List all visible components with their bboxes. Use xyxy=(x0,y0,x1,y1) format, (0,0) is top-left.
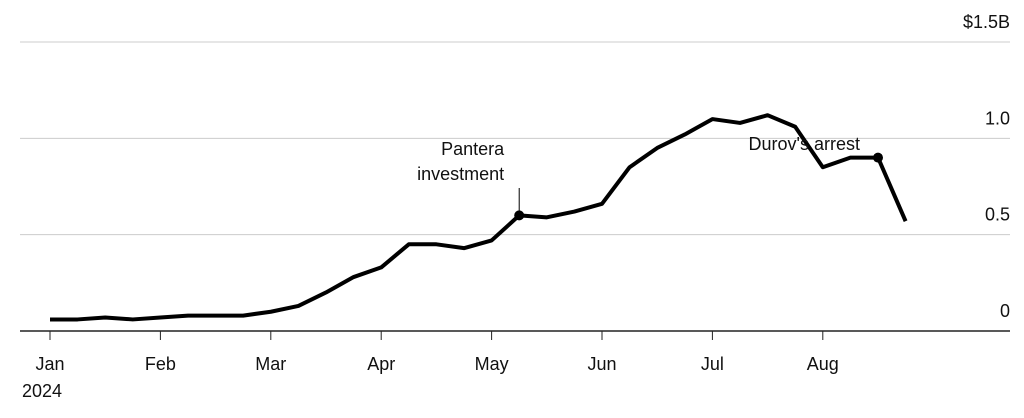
y-tick-label: 1.0 xyxy=(985,108,1010,128)
x-tick-label: Jan xyxy=(35,354,64,374)
x-tick-label: Jun xyxy=(587,354,616,374)
annotation-text: investment xyxy=(417,164,504,184)
annotation-text: Durov's arrest xyxy=(749,134,860,154)
x-tick-label: May xyxy=(475,354,509,374)
y-tick-label: 0 xyxy=(1000,301,1010,321)
y-tick-label: $1.5B xyxy=(963,12,1010,32)
annotation-dot xyxy=(514,210,525,221)
x-tick-label: Jul xyxy=(701,354,724,374)
x-tick-label: Aug xyxy=(807,354,839,374)
line xyxy=(50,113,908,322)
annotation-text: Pantera xyxy=(441,139,505,159)
annotation-dot xyxy=(873,152,883,163)
x-tick-label: Feb xyxy=(145,354,176,374)
y-tick-label: 0.5 xyxy=(985,205,1010,225)
x-year-label: 2024 xyxy=(22,381,62,401)
x-tick-label: Mar xyxy=(255,354,286,374)
x-tick-label: Apr xyxy=(367,354,395,374)
